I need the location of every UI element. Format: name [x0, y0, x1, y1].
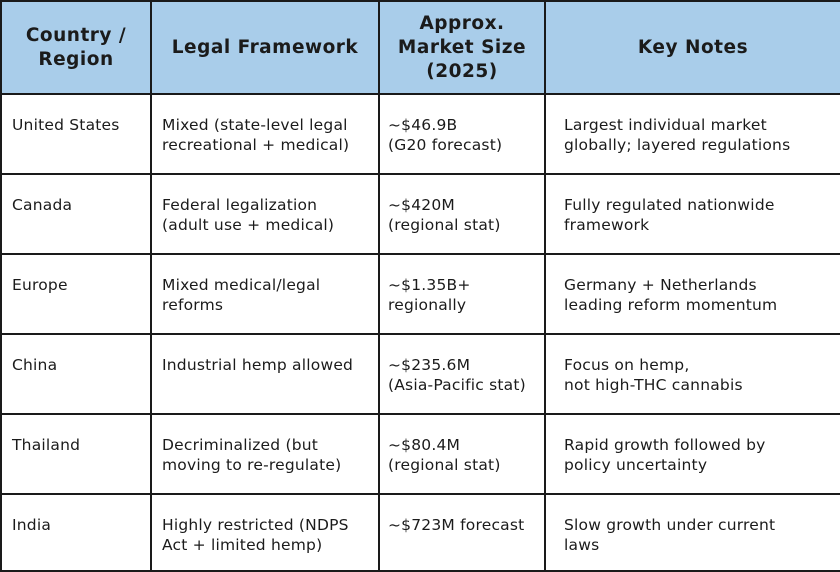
cell-legal-framework: Mixed medical/legal reforms — [150, 253, 380, 335]
cell-legal-framework: Highly restricted (NDPS Act + limited he… — [150, 493, 380, 572]
table-row: Thailand Decriminalized (but moving to r… — [0, 413, 840, 495]
cell-market-size: ~$46.9B (G20 forecast) — [378, 93, 546, 175]
cell-legal-framework: Industrial hemp allowed — [150, 333, 380, 415]
cell-country: Thailand — [0, 413, 152, 495]
header-key-notes: Key Notes — [544, 0, 840, 95]
cell-country: Canada — [0, 173, 152, 255]
cell-legal-framework: Decriminalized (but moving to re-regulat… — [150, 413, 380, 495]
cell-market-size: ~$1.35B+ regionally — [378, 253, 546, 335]
cell-key-notes: Germany + Netherlands leading reform mom… — [544, 253, 840, 335]
table-row: India Highly restricted (NDPS Act + limi… — [0, 493, 840, 572]
cell-legal-framework: Mixed (state-level legal recreational + … — [150, 93, 380, 175]
table-row: Canada Federal legalization (adult use +… — [0, 173, 840, 255]
cell-key-notes: Slow growth under current laws — [544, 493, 840, 572]
cell-country: United States — [0, 93, 152, 175]
cell-country: India — [0, 493, 152, 572]
cell-market-size: ~$420M (regional stat) — [378, 173, 546, 255]
header-market-size: Approx. Market Size (2025) — [378, 0, 546, 95]
cell-key-notes: Fully regulated nationwide framework — [544, 173, 840, 255]
cell-market-size: ~$235.6M (Asia-Pacific stat) — [378, 333, 546, 415]
table-row: China Industrial hemp allowed ~$235.6M (… — [0, 333, 840, 415]
cell-key-notes: Focus on hemp, not high-THC cannabis — [544, 333, 840, 415]
header-row: Country / Region Legal Framework Approx.… — [0, 0, 840, 95]
cell-key-notes: Rapid growth followed by policy uncertai… — [544, 413, 840, 495]
cell-market-size: ~$80.4M (regional stat) — [378, 413, 546, 495]
cell-market-size: ~$723M forecast — [378, 493, 546, 572]
table-row: United States Mixed (state-level legal r… — [0, 93, 840, 175]
cell-country: China — [0, 333, 152, 415]
cell-legal-framework: Federal legalization (adult use + medica… — [150, 173, 380, 255]
header-country-region: Country / Region — [0, 0, 152, 95]
table-row: Europe Mixed medical/legal reforms ~$1.3… — [0, 253, 840, 335]
cell-key-notes: Largest individual market globally; laye… — [544, 93, 840, 175]
cell-country: Europe — [0, 253, 152, 335]
header-legal-framework: Legal Framework — [150, 0, 380, 95]
